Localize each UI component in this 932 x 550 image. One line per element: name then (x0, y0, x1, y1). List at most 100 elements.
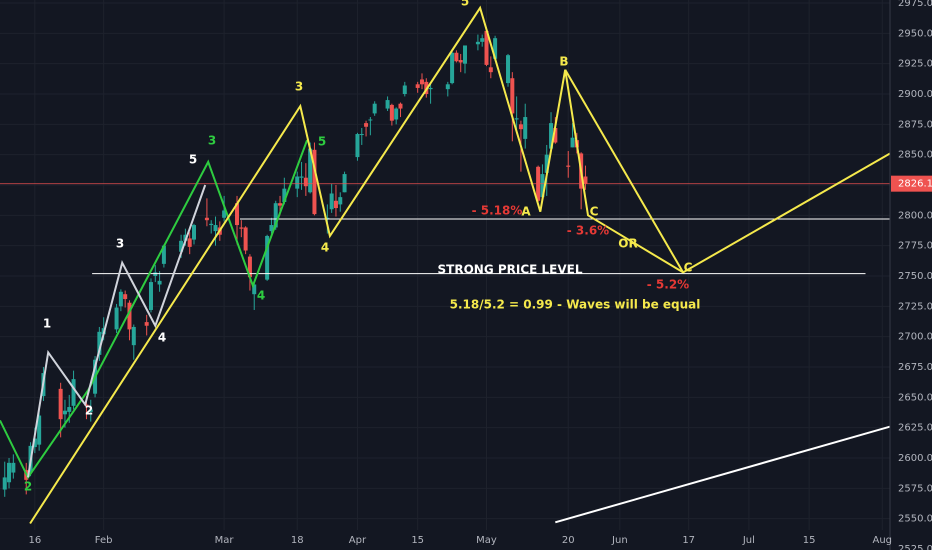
candle-body (273, 203, 278, 228)
candle-body (243, 227, 248, 251)
y-tick-label: 2700.0 (898, 332, 932, 343)
candle-body (450, 52, 455, 84)
candle-body (475, 41, 480, 45)
annotation: C (590, 205, 599, 219)
x-tick-label: Feb (95, 535, 113, 546)
candle-body (222, 210, 227, 218)
candle-body (71, 379, 76, 406)
candle-body (127, 302, 132, 330)
y-tick-label: 2975.0 (898, 0, 932, 9)
x-tick-label: 18 (291, 535, 304, 546)
candle-body (183, 234, 188, 241)
candle-body (295, 176, 300, 189)
candle-body (32, 438, 37, 448)
annotation: - 5.2% (647, 278, 689, 292)
candle-body (88, 409, 93, 412)
candle-body (463, 45, 468, 64)
candle-body (187, 238, 192, 247)
trend-line (29, 5, 890, 525)
y-tick-label: 2750.0 (898, 271, 932, 282)
annotation: C (684, 261, 693, 275)
annotation: STRONG PRICE LEVEL (438, 263, 583, 277)
candle-body (179, 240, 184, 252)
candle-body (506, 55, 511, 84)
candle-body (523, 117, 528, 139)
annotation: 4 (321, 241, 329, 255)
y-tick-label: 2675.0 (898, 362, 932, 373)
candle-body (118, 291, 123, 307)
candle-body (402, 85, 407, 94)
annotation: 5.18/5.2 = 0.99 - Waves will be equal (450, 298, 701, 312)
candle-body (97, 331, 102, 355)
candle-body (549, 123, 554, 149)
annotation: - 3.6% (567, 224, 609, 238)
candle-body (67, 407, 72, 412)
candle-body (514, 118, 519, 120)
candle-body (235, 203, 240, 226)
y-tick-label: 2625.0 (898, 423, 932, 434)
y-tick-label: 2950.0 (898, 28, 932, 39)
candle-body (2, 477, 7, 490)
annotation: 3 (295, 80, 303, 94)
candle-body (364, 123, 369, 127)
x-tick-label: Jul (742, 535, 755, 546)
candle-body (338, 197, 343, 205)
candle-body (209, 223, 214, 226)
y-tick-label: 2525.0 (898, 544, 932, 550)
annotation: 1 (43, 317, 51, 331)
annotation: A (521, 205, 531, 219)
annotation: 2 (24, 480, 32, 494)
candle-body (566, 165, 571, 167)
annotation: 3 (208, 134, 216, 148)
candle-body (394, 108, 399, 120)
candle-body (488, 67, 493, 73)
y-tick-label: 2600.0 (898, 453, 932, 464)
candle-body (308, 148, 313, 193)
candle-body (265, 235, 270, 280)
candle-body (583, 176, 588, 184)
y-tick-label: 2550.0 (898, 514, 932, 525)
candle-body (415, 84, 420, 88)
y-tick-label: 2925.0 (898, 59, 932, 70)
candle-body (398, 103, 403, 109)
annotation: 4 (257, 289, 265, 303)
y-tick-label: 2650.0 (898, 392, 932, 403)
candle-body (252, 284, 257, 295)
candle-body (510, 78, 515, 114)
last-price-box (891, 175, 932, 192)
time-axis (0, 530, 932, 550)
y-tick-label: 2875.0 (898, 119, 932, 130)
x-tick-label: Jun (611, 535, 628, 546)
annotation: 5 (189, 153, 197, 167)
candle-body (161, 245, 166, 264)
annotation: - 5.18% (472, 204, 523, 218)
candle-body (389, 104, 394, 121)
candle-body (454, 52, 459, 62)
annotation: 5 (318, 135, 326, 149)
candle-body (518, 124, 523, 130)
candle-body (303, 177, 308, 187)
y-tick-label: 2725.0 (898, 301, 932, 312)
candle-body (312, 149, 317, 215)
trend-line (555, 425, 890, 524)
candle-body (11, 462, 16, 473)
candle-body (419, 79, 424, 85)
x-tick-label: Mar (215, 535, 235, 546)
candle-body (157, 280, 162, 285)
y-tick-label: 2775.0 (898, 241, 932, 252)
trend-line (0, 139, 309, 480)
candle-body (239, 227, 244, 229)
candle-body (458, 60, 463, 63)
candle-body (540, 174, 545, 198)
x-tick-label: May (476, 535, 497, 546)
candle-body (114, 307, 119, 330)
x-tick-label: Aug (872, 535, 892, 546)
candle-body (299, 176, 304, 178)
candle-body (544, 154, 549, 173)
candle-body (148, 282, 153, 310)
candle-body (445, 84, 450, 90)
candle-body (480, 38, 485, 42)
candle-body (204, 217, 209, 221)
candle-body (58, 388, 63, 420)
